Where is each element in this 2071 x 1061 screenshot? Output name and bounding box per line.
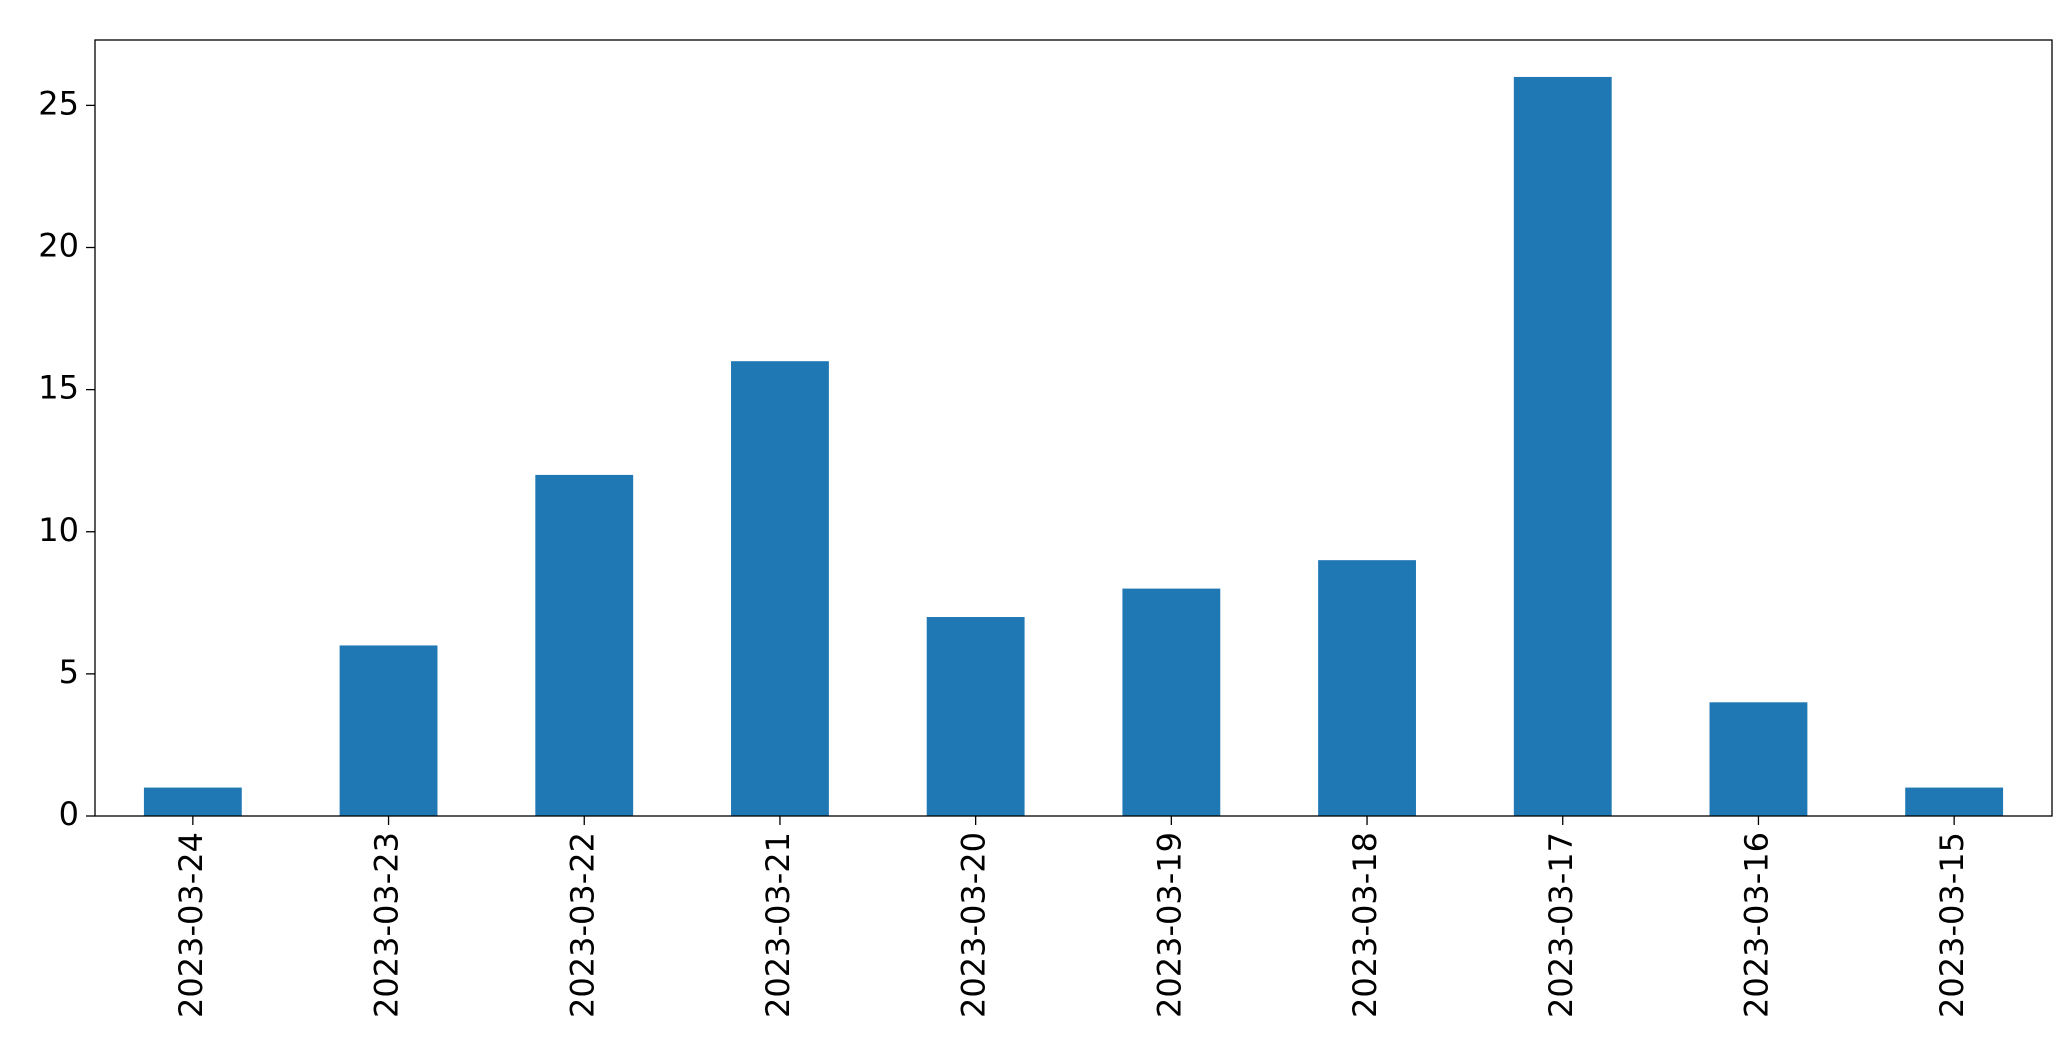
y-tick-label: 20 — [38, 227, 79, 265]
x-tick-label: 2023-03-23 — [368, 832, 406, 1018]
bar — [1318, 560, 1416, 816]
bar — [1905, 787, 2004, 816]
x-tick-label: 2023-03-21 — [759, 832, 797, 1018]
x-tick-label: 2023-03-18 — [1346, 832, 1384, 1018]
y-tick-label: 25 — [38, 84, 79, 122]
bar — [535, 474, 634, 816]
bar — [143, 787, 242, 816]
y-tick-label: 5 — [59, 653, 79, 691]
x-tick-label: 2023-03-22 — [563, 832, 601, 1018]
x-tick-label: 2023-03-20 — [955, 832, 993, 1018]
bar — [339, 645, 438, 816]
y-tick-label: 0 — [59, 795, 79, 833]
bar — [1122, 588, 1221, 816]
bar — [1709, 702, 1808, 816]
x-tick-label: 2023-03-17 — [1542, 832, 1580, 1018]
x-tick-label: 2023-03-19 — [1150, 832, 1188, 1018]
y-tick-label: 15 — [38, 369, 79, 407]
x-tick-label: 2023-03-16 — [1737, 832, 1775, 1018]
bar — [1513, 76, 1612, 816]
x-tick-label: 2023-03-24 — [172, 832, 210, 1018]
y-tick-label: 10 — [38, 511, 79, 549]
bar — [731, 361, 829, 816]
plot-frame — [94, 39, 2053, 817]
x-tick-label: 2023-03-15 — [1933, 832, 1971, 1018]
bar — [926, 617, 1025, 816]
